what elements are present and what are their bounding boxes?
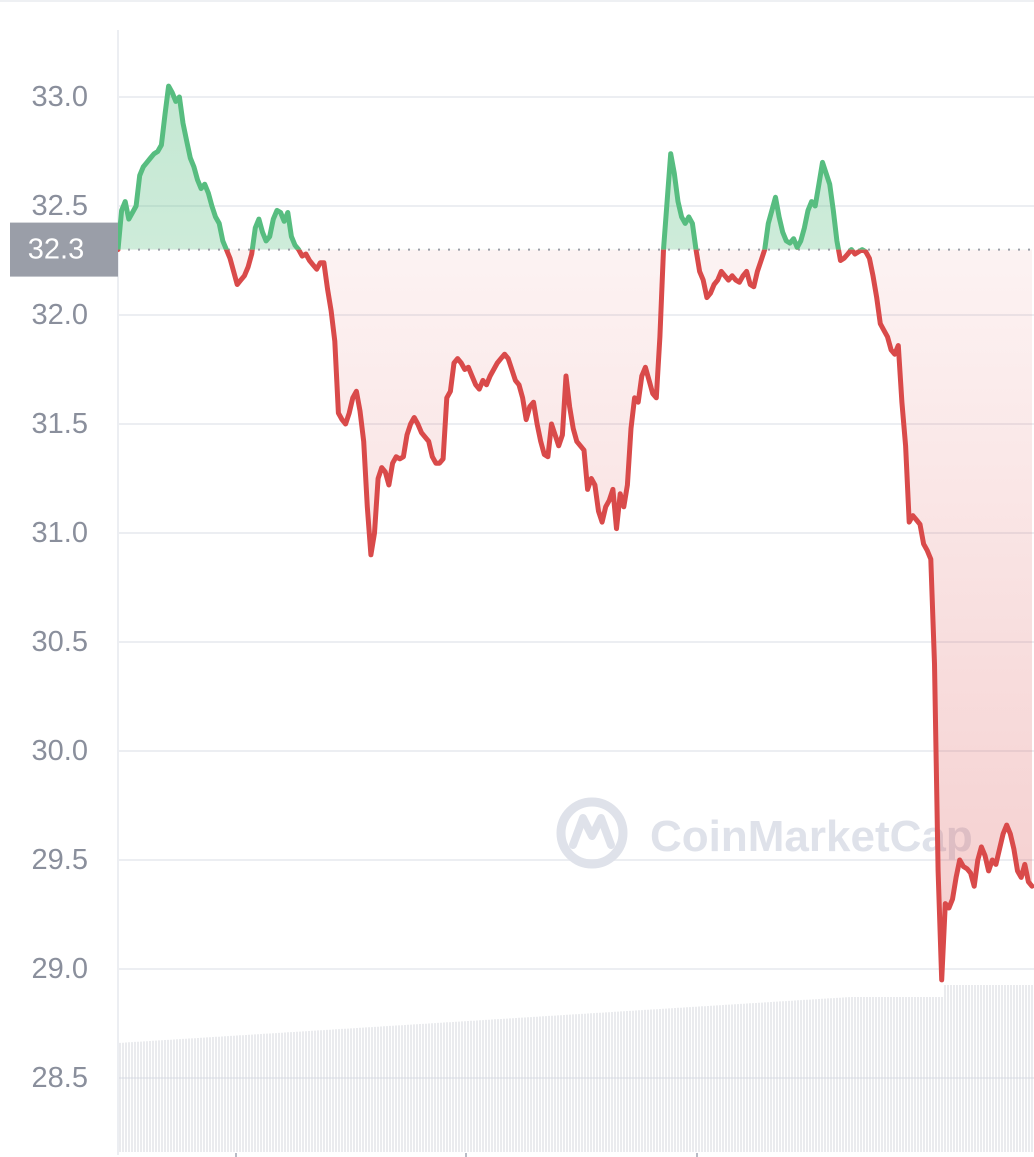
area-below-reference bbox=[226, 249, 1032, 980]
y-axis-ticks: 28.5 29.0 29.5 30.0 30.5 31.0 31.5 32.0 32.5 33.0 bbox=[32, 81, 88, 1094]
y-tick-label: 32.0 bbox=[32, 299, 88, 331]
y-tick-label: 29.0 bbox=[32, 953, 88, 985]
y-tick-label: 32.5 bbox=[32, 190, 88, 222]
area-above-reference bbox=[118, 86, 1032, 250]
watermark: CoinMarketCap bbox=[556, 797, 973, 869]
watermark-text: CoinMarketCap bbox=[650, 812, 973, 861]
reference-value-label: 32.3 bbox=[28, 234, 84, 266]
volume-bars bbox=[119, 985, 1033, 1152]
coinmarketcap-logo-icon bbox=[556, 797, 628, 869]
y-tick-label: 31.5 bbox=[32, 408, 88, 440]
price-line-above-reference bbox=[115, 83, 867, 250]
price-line-below-reference bbox=[115, 249, 1034, 983]
reference-badge: 32.3 bbox=[10, 222, 118, 277]
y-tick-label: 30.0 bbox=[32, 735, 88, 767]
x-axis-ticks bbox=[235, 1153, 698, 1157]
y-tick-label: 33.0 bbox=[32, 81, 88, 113]
y-tick-label: 29.5 bbox=[32, 844, 88, 876]
y-tick-label: 30.5 bbox=[32, 626, 88, 658]
y-tick-label: 31.0 bbox=[32, 517, 88, 549]
y-tick-label: 28.5 bbox=[32, 1062, 88, 1094]
